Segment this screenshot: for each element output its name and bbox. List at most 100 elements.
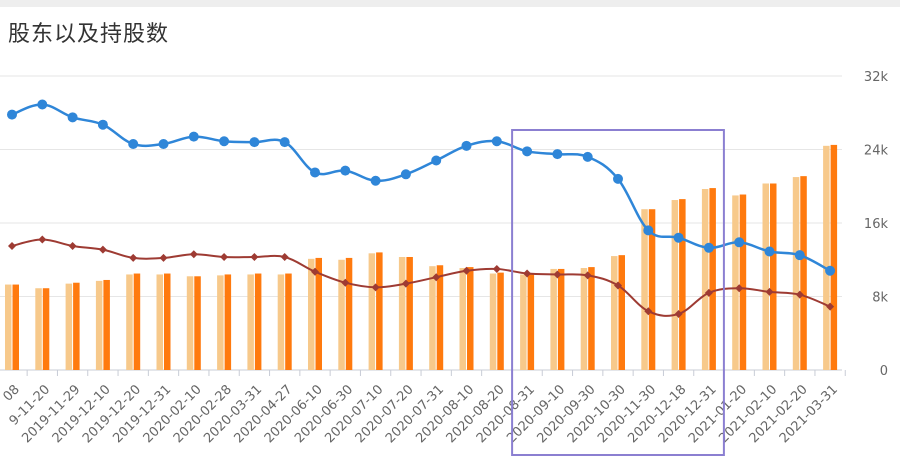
bar <box>65 283 73 370</box>
line-point <box>340 165 351 176</box>
line-point <box>128 138 139 149</box>
bar <box>611 256 618 370</box>
line-point <box>159 253 168 262</box>
line-point <box>98 245 107 254</box>
line-point <box>673 232 684 243</box>
y-tick-label: 32k <box>864 70 889 85</box>
line-point <box>794 250 805 261</box>
bar <box>194 276 201 370</box>
bar <box>701 189 709 370</box>
bar <box>338 259 345 370</box>
line-point <box>97 119 108 130</box>
line-point <box>189 250 198 259</box>
line-point <box>703 242 714 253</box>
highlight-box <box>511 129 725 456</box>
bar <box>126 274 133 370</box>
bar <box>489 273 497 370</box>
line-point <box>553 270 562 279</box>
line-point <box>704 288 713 297</box>
bar <box>467 267 474 370</box>
line-point <box>219 136 230 147</box>
bar <box>429 266 436 370</box>
bar <box>164 273 171 370</box>
bar <box>315 257 322 370</box>
y-tick-label: 24k <box>864 144 889 159</box>
line-point <box>613 173 623 184</box>
bar-series <box>5 144 838 370</box>
bar <box>133 273 141 370</box>
line-point <box>825 265 836 276</box>
line-point <box>129 253 138 262</box>
line-point <box>614 281 622 290</box>
bar <box>618 255 625 370</box>
axes: 08k16k24k32k089-11-202019-11-292019-12-1… <box>1 70 889 446</box>
line-point <box>401 279 410 288</box>
bar <box>830 144 838 370</box>
bar <box>762 183 769 370</box>
bar <box>739 194 747 370</box>
line-point <box>765 287 774 296</box>
line-point <box>764 246 775 257</box>
line-point <box>400 169 411 180</box>
line-point <box>371 283 380 292</box>
bar <box>308 258 315 370</box>
bar <box>459 268 466 370</box>
line-point <box>280 252 289 261</box>
line-point <box>8 241 16 250</box>
bar <box>254 273 262 370</box>
line-point <box>492 264 501 273</box>
line-point <box>735 284 744 293</box>
line-point <box>67 112 78 123</box>
line-point <box>7 109 17 120</box>
bar <box>95 280 103 370</box>
bar <box>285 273 292 370</box>
line-point <box>310 167 320 178</box>
line-point <box>552 149 563 160</box>
line-point <box>461 140 472 151</box>
bar <box>709 188 716 370</box>
bar <box>679 199 686 370</box>
bar <box>398 256 406 370</box>
series-line <box>11 103 831 272</box>
bar <box>217 275 224 370</box>
bar <box>648 209 656 370</box>
line-point <box>644 307 653 316</box>
bar <box>823 145 830 370</box>
bar <box>42 288 50 370</box>
bar <box>770 183 777 370</box>
line-point <box>522 146 533 157</box>
bar <box>73 282 80 370</box>
bar <box>520 274 527 370</box>
line-point <box>249 137 260 148</box>
line-point <box>734 237 745 248</box>
y-tick-label: 16k <box>864 217 889 232</box>
line-point <box>188 131 199 142</box>
line-point <box>583 271 592 280</box>
bar <box>376 252 383 370</box>
bar <box>35 288 42 370</box>
line-point <box>38 235 47 244</box>
bar <box>103 279 110 370</box>
line-point <box>68 241 77 250</box>
top-strip <box>0 0 900 7</box>
line-point <box>220 252 229 261</box>
line-point <box>432 273 441 282</box>
x-tick-label: 08 <box>1 382 23 404</box>
bar <box>224 274 232 370</box>
bar <box>247 274 254 370</box>
bar <box>277 274 285 370</box>
bar <box>156 274 163 370</box>
bar <box>671 200 679 370</box>
bar <box>527 274 535 370</box>
bar <box>580 268 588 370</box>
line-point <box>431 155 442 166</box>
line-point <box>643 225 654 236</box>
bar <box>732 195 739 370</box>
line-point <box>341 278 350 287</box>
bar <box>345 257 353 370</box>
bar <box>368 253 376 370</box>
bar <box>186 276 194 370</box>
line-point <box>795 290 804 299</box>
bar <box>800 176 807 370</box>
